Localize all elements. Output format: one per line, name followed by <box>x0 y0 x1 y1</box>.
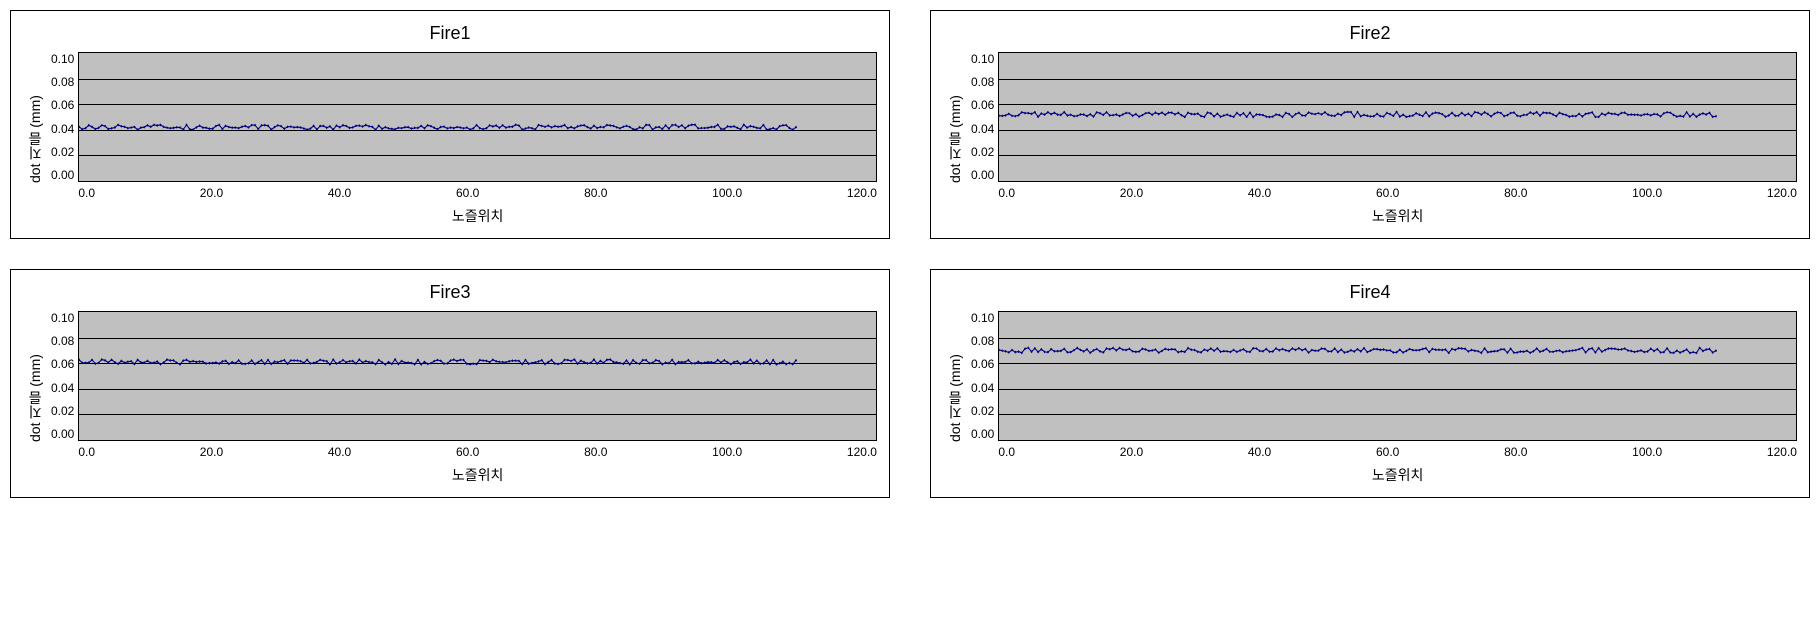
y-tick: 0.10 <box>51 311 74 325</box>
y-tick: 0.10 <box>971 52 994 66</box>
x-tick: 0.0 <box>78 445 95 459</box>
x-tick: 20.0 <box>1120 186 1143 200</box>
chart-panel-3: Fire3dot 지름 (mm)0.100.080.060.040.020.00… <box>10 269 890 498</box>
y-tick: 0.00 <box>51 427 74 441</box>
y-axis-ticks: 0.10 0.08 0.06 0.04 0.02 0.00 <box>967 52 998 182</box>
x-tick: 120.0 <box>847 186 877 200</box>
x-tick: 40.0 <box>1248 186 1271 200</box>
x-tick: 100.0 <box>1632 445 1662 459</box>
y-axis-label: dot 지름 (mm) <box>943 311 967 485</box>
plot-area <box>998 52 1797 182</box>
chart-panel-1: Fire1dot 지름 (mm)0.100.080.060.040.020.00… <box>10 10 890 239</box>
x-tick: 100.0 <box>712 186 742 200</box>
x-tick: 0.0 <box>998 186 1015 200</box>
x-tick: 40.0 <box>328 186 351 200</box>
y-axis-label: dot 지름 (mm) <box>943 52 967 226</box>
chart-title: Fire3 <box>23 282 877 303</box>
chart-grid: Fire1dot 지름 (mm)0.100.080.060.040.020.00… <box>10 10 1810 498</box>
x-tick: 120.0 <box>1767 445 1797 459</box>
x-tick: 100.0 <box>712 445 742 459</box>
chart-panel-2: Fire2dot 지름 (mm)0.100.080.060.040.020.00… <box>930 10 1810 239</box>
x-tick: 120.0 <box>847 445 877 459</box>
x-tick: 20.0 <box>1120 445 1143 459</box>
y-tick: 0.10 <box>971 311 994 325</box>
x-axis-ticks: 0.0 20.0 40.0 60.0 80.0 100.0 120.0 <box>998 182 1797 200</box>
chart-body: dot 지름 (mm) 0.10 0.08 0.06 0.04 0.02 0.00 0.0 20… <box>943 52 1797 226</box>
y-tick: 0.04 <box>51 122 74 136</box>
x-axis-ticks: 0.0 20.0 40.0 60.0 80.0 100.0 120.0 <box>998 441 1797 459</box>
chart-title: Fire1 <box>23 23 877 44</box>
y-tick: 0.10 <box>51 52 74 66</box>
y-axis-ticks: 0.10 0.08 0.06 0.04 0.02 0.00 <box>47 311 78 441</box>
data-series <box>79 53 876 181</box>
y-tick: 0.02 <box>51 145 74 159</box>
x-tick: 80.0 <box>1504 445 1527 459</box>
x-axis-label: 노즐위치 <box>78 459 877 485</box>
y-tick: 0.00 <box>51 168 74 182</box>
y-tick: 0.00 <box>971 427 994 441</box>
data-series <box>999 312 1796 440</box>
y-axis-ticks: 0.10 0.08 0.06 0.04 0.02 0.00 <box>47 52 78 182</box>
x-tick: 120.0 <box>1767 186 1797 200</box>
data-series <box>999 53 1796 181</box>
chart-title: Fire2 <box>943 23 1797 44</box>
chart-body: dot 지름 (mm) 0.10 0.08 0.06 0.04 0.02 0.00 0.0 20… <box>943 311 1797 485</box>
x-tick: 60.0 <box>1376 445 1399 459</box>
x-tick: 40.0 <box>328 445 351 459</box>
x-tick: 80.0 <box>1504 186 1527 200</box>
y-axis-label: dot 지름 (mm) <box>23 311 47 485</box>
x-axis-label: 노즐위치 <box>998 459 1797 485</box>
y-tick: 0.04 <box>51 381 74 395</box>
data-series <box>79 312 876 440</box>
plot-area <box>78 311 877 441</box>
x-tick: 0.0 <box>78 186 95 200</box>
x-axis-label: 노즐위치 <box>78 200 877 226</box>
y-axis-label: dot 지름 (mm) <box>23 52 47 226</box>
x-tick: 100.0 <box>1632 186 1662 200</box>
x-tick: 80.0 <box>584 445 607 459</box>
x-tick: 60.0 <box>456 186 479 200</box>
chart-title: Fire4 <box>943 282 1797 303</box>
y-tick: 0.06 <box>51 357 74 371</box>
x-tick: 60.0 <box>1376 186 1399 200</box>
x-axis-label: 노즐위치 <box>998 200 1797 226</box>
x-tick: 80.0 <box>584 186 607 200</box>
plot-area <box>78 52 877 182</box>
y-tick: 0.04 <box>971 381 994 395</box>
x-tick: 60.0 <box>456 445 479 459</box>
y-tick: 0.02 <box>971 145 994 159</box>
y-tick: 0.08 <box>51 75 74 89</box>
plot-area <box>998 311 1797 441</box>
y-tick: 0.08 <box>51 334 74 348</box>
x-tick: 40.0 <box>1248 445 1271 459</box>
y-tick: 0.04 <box>971 122 994 136</box>
y-tick: 0.00 <box>971 168 994 182</box>
x-tick: 0.0 <box>998 445 1015 459</box>
y-tick: 0.08 <box>971 334 994 348</box>
y-tick: 0.06 <box>971 98 994 112</box>
x-axis-ticks: 0.0 20.0 40.0 60.0 80.0 100.0 120.0 <box>78 441 877 459</box>
y-axis-ticks: 0.10 0.08 0.06 0.04 0.02 0.00 <box>967 311 998 441</box>
y-tick: 0.08 <box>971 75 994 89</box>
y-tick: 0.06 <box>971 357 994 371</box>
x-tick: 20.0 <box>200 186 223 200</box>
x-tick: 20.0 <box>200 445 223 459</box>
y-tick: 0.02 <box>971 404 994 418</box>
y-tick: 0.02 <box>51 404 74 418</box>
chart-panel-4: Fire4dot 지름 (mm)0.100.080.060.040.020.00… <box>930 269 1810 498</box>
y-tick: 0.06 <box>51 98 74 112</box>
chart-body: dot 지름 (mm) 0.10 0.08 0.06 0.04 0.02 0.00 0.0 20… <box>23 311 877 485</box>
chart-body: dot 지름 (mm) 0.10 0.08 0.06 0.04 0.02 0.00 0.0 20… <box>23 52 877 226</box>
x-axis-ticks: 0.0 20.0 40.0 60.0 80.0 100.0 120.0 <box>78 182 877 200</box>
